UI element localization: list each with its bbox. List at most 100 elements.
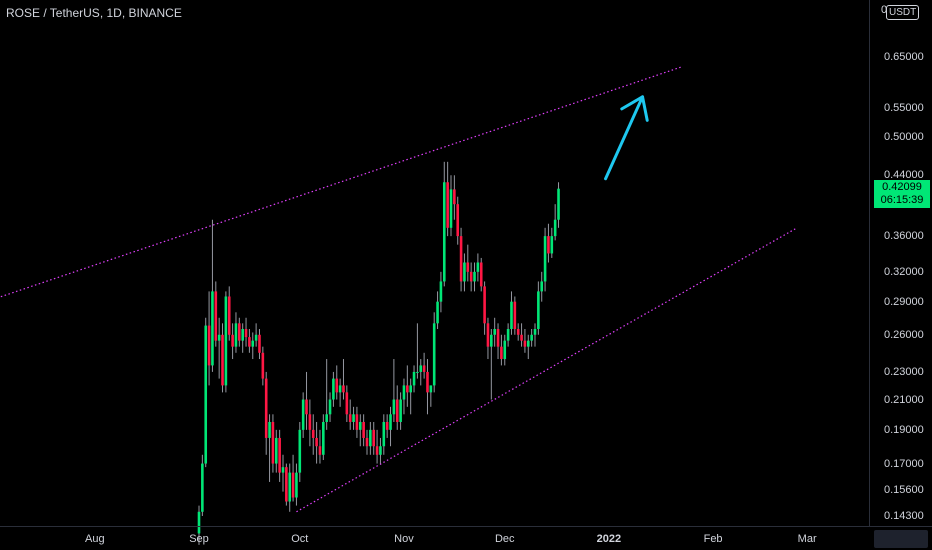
candle-body (271, 421, 275, 464)
candle (439, 271, 443, 313)
price-tick-label: 0.55000 (884, 101, 924, 114)
candle-body (429, 385, 433, 393)
candle-body (382, 421, 386, 447)
candle-body (550, 236, 554, 254)
candle-body (311, 429, 315, 438)
candle (372, 421, 376, 455)
candle (221, 323, 224, 393)
candle (207, 291, 211, 386)
candle-countdown: 06:15:39 (880, 194, 924, 206)
last-price-tag: 0.42099 06:15:39 (874, 180, 930, 208)
candle-body (214, 291, 218, 341)
candle (537, 281, 540, 335)
symbol-title[interactable]: ROSE / TetherUS, 1D, BINANCE (6, 6, 182, 20)
candle (446, 161, 449, 237)
candle (432, 312, 436, 393)
candle-body (409, 385, 412, 393)
candle-body (389, 414, 392, 430)
time-tick-label: 2022 (596, 533, 622, 545)
price-tick-label: 0.36000 (884, 230, 924, 243)
axis-corner[interactable] (874, 530, 928, 548)
candle-body (426, 371, 429, 393)
candle (325, 359, 328, 430)
time-tick-label: Feb (703, 533, 723, 545)
candle-body (328, 399, 332, 415)
candle (322, 414, 325, 461)
candle (254, 323, 258, 347)
candle (385, 414, 389, 438)
candle (550, 227, 554, 258)
candle (311, 414, 315, 455)
candle (483, 281, 486, 335)
candle (526, 334, 530, 360)
price-tick-label: 0.21000 (884, 393, 924, 406)
candle-body (251, 340, 255, 347)
candle (328, 392, 332, 422)
candle (449, 175, 453, 237)
candle (436, 291, 439, 329)
candles (197, 161, 560, 545)
candle (429, 385, 433, 407)
candle (335, 365, 339, 400)
candle (416, 323, 419, 379)
candle-body (201, 463, 204, 512)
currency-badge[interactable]: USDT (886, 5, 920, 20)
candle-body (463, 262, 466, 282)
candle-body (513, 301, 517, 329)
candle (365, 429, 369, 455)
price-tick-label: 0.44000 (884, 169, 924, 182)
last-price-value: 0.42099 (882, 181, 922, 193)
candle-body (537, 291, 540, 329)
candle (251, 332, 255, 360)
price-tick-label: 0.23000 (884, 365, 924, 378)
candle (389, 406, 392, 447)
candle (496, 323, 500, 360)
candle-body (372, 429, 376, 447)
candle-body (540, 281, 544, 292)
candle (506, 323, 510, 347)
candle-body (483, 286, 486, 324)
candle-body (369, 429, 372, 447)
candle-body (449, 189, 453, 228)
candle-body (211, 291, 214, 366)
candle-body (395, 399, 399, 422)
candle-body (496, 328, 500, 347)
candle-body (533, 328, 537, 335)
candle-body (221, 334, 224, 386)
candle (214, 281, 218, 347)
candle-body (298, 429, 302, 473)
candle-body (500, 346, 503, 360)
candle-body (453, 189, 456, 205)
candle-body (553, 219, 557, 237)
candle-body (301, 399, 305, 430)
candle-body (231, 334, 234, 347)
candle-body (419, 365, 423, 372)
price-tick-label: 0.15600 (884, 483, 924, 496)
time-tick-label: Nov (394, 533, 414, 545)
candle-body (379, 446, 382, 455)
arrow-shaft (604, 95, 645, 181)
candle (211, 219, 214, 372)
candle (402, 378, 406, 415)
candle-body (557, 188, 560, 220)
candle-body (348, 414, 352, 422)
candle (442, 161, 446, 287)
candle (490, 328, 493, 400)
candle (291, 454, 295, 502)
candle-body (526, 340, 530, 347)
candle (503, 334, 507, 366)
candle (523, 328, 527, 353)
candle (234, 312, 238, 353)
candle (281, 454, 285, 492)
candle (516, 323, 520, 341)
candle (348, 399, 352, 430)
candle (244, 317, 248, 347)
lower-trendline (296, 227, 798, 513)
candle-body (285, 467, 288, 502)
candle (547, 223, 550, 263)
candle-body (332, 378, 335, 400)
candle (392, 359, 396, 422)
candle-body (281, 467, 285, 473)
candle-body (516, 328, 520, 335)
